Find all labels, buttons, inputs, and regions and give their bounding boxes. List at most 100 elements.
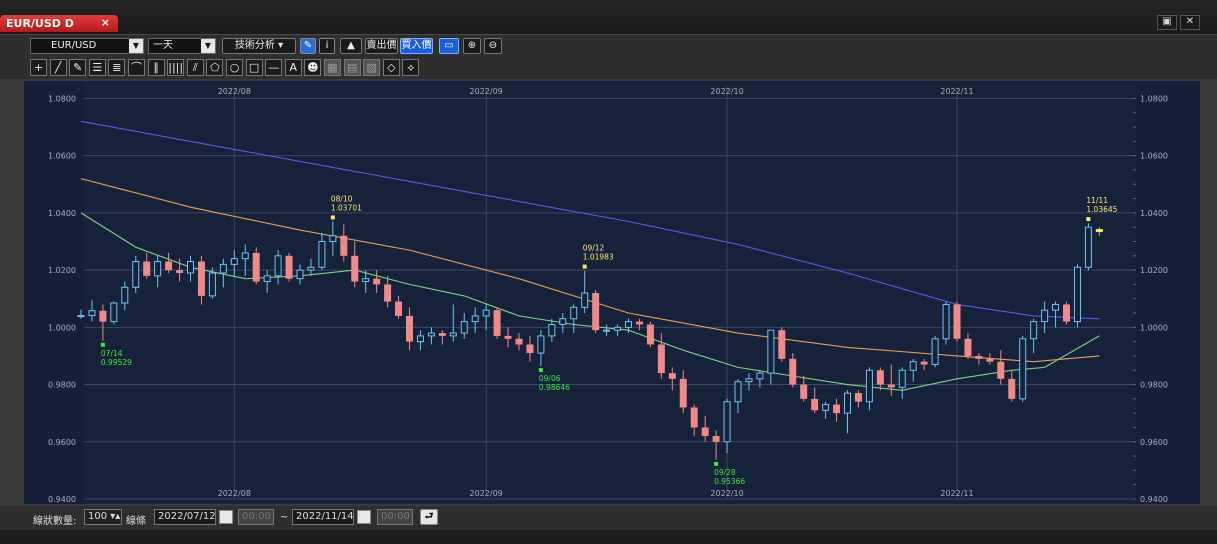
y-tick-label-left: 0.9800 [48,381,76,390]
close-window-icon[interactable]: ✕ [1180,15,1200,30]
drawing-tool-2[interactable]: ✎ [69,59,87,76]
restore-window-icon[interactable]: ▣ [1157,15,1177,30]
y-tick-label-left: 0.9400 [48,495,76,504]
y-tick-label-left: 1.0800 [48,94,76,103]
extreme-value-label: 0.98646 [539,383,570,392]
symbol-select[interactable]: EUR/USD ▼ [30,38,144,54]
candle-body-down [646,324,654,345]
current-price-candle [1095,229,1103,233]
candle-body-down [340,235,348,256]
candle-body-up [263,275,271,283]
buy-price-button[interactable]: 買入價 [400,38,433,54]
candle-body-up [745,378,753,383]
candle-body-up [1073,266,1081,323]
extreme-marker [714,461,719,466]
candle-body-down [854,393,862,402]
y-tick-label-right: 1.0200 [1140,266,1168,275]
candle-body-up [1030,321,1038,340]
candle-body-down [975,355,983,359]
drawing-tool-8[interactable]: ⫽ [186,59,204,76]
candle-body-down [285,255,293,279]
candle-body-up [1041,309,1049,323]
candle-body-down [920,361,928,365]
tab-close-icon[interactable]: × [100,16,110,29]
apply-range-button[interactable]: ⮐ [420,509,438,525]
drawing-tool-16[interactable]: ▤ [343,59,361,76]
zoom-in-icon[interactable]: ⊕ [463,38,481,54]
candle-body-up [537,335,545,354]
drawing-tool-11[interactable]: □ [245,59,263,76]
plot-background [84,81,1136,504]
candle-body-up [581,292,589,308]
x-tick-label-top: 2022/09 [470,87,503,96]
zoom-out-icon[interactable]: ⊖ [484,38,502,54]
candle-body-down [690,407,698,428]
y-tick-label-left: 1.0400 [48,209,76,218]
candle-body-down [712,436,720,442]
y-tick-label-left: 0.9600 [48,438,76,447]
info-icon[interactable]: i [319,38,335,54]
candle-body-down [252,252,260,282]
start-date-field[interactable]: 2022/07/12 [154,509,216,525]
candle-body-down [165,261,173,271]
pencil-icon[interactable]: ✎ [300,38,316,54]
candle-body-up [154,261,162,277]
calendar-icon[interactable] [357,510,371,524]
drawing-tool-0[interactable]: + [30,59,47,76]
drawing-tool-12[interactable]: — [265,59,283,76]
sell-price-button[interactable]: 賣出價 [365,38,398,54]
area-chart-icon[interactable]: ▲ [340,38,362,54]
chart-area[interactable]: 1.0800 1.0800 1.0600 1.0600 1.0400 1.0400 1.02… [24,81,1200,504]
candle-body-up [603,329,611,332]
extreme-date-label: 09/12 [583,244,605,253]
drawing-tool-13[interactable]: A [284,59,302,76]
drawing-tool-4[interactable]: ≣ [108,59,126,76]
drawing-tool-15[interactable]: ▦ [324,59,341,76]
candle-body-down [997,361,1005,379]
drawing-tool-5[interactable]: ⌒ [128,59,145,76]
drawing-tool-1[interactable]: ╱ [49,59,67,76]
candle-body-up [942,303,950,340]
end-date-field[interactable]: 2022/11/14 [292,509,354,525]
drawing-tool-18[interactable]: ◇ [382,59,400,76]
window-titlebar: EUR/USD D × ▣ ✕ [0,0,1217,34]
candle-body-up [767,329,775,374]
candle-body-up [132,261,140,288]
bar-count-value: 100 [88,511,108,522]
candle-body-down [876,370,884,385]
candle-body-up [121,286,129,304]
drawing-tool-14[interactable]: ☻ [304,59,322,76]
candle-body-up [416,335,424,343]
drawing-tool-6[interactable]: ∥ [147,59,165,76]
drawing-tool-3[interactable]: ☰ [88,59,106,76]
screenshot-icon[interactable]: ▭ [439,38,459,54]
candle-body-down [515,338,523,345]
period-select[interactable]: 一天 ▼ [148,38,216,54]
chevron-down-icon: ▼ [129,39,143,53]
candle-body-up [1084,226,1092,268]
candle-body-up [898,369,906,388]
calendar-icon[interactable] [219,510,233,524]
candlestick-chart[interactable]: 1.0800 1.0800 1.0600 1.0600 1.0400 1.0400 1.02… [24,81,1200,504]
extreme-marker [100,342,105,347]
bar-count-stepper[interactable]: 100 ▾▴ [84,509,122,525]
technical-analysis-button[interactable]: 技術分析 ▾ [222,38,296,54]
extreme-value-label: 0.99529 [101,358,132,367]
drawing-tool-10[interactable]: ○ [226,59,243,76]
y-tick-label-right: 0.9400 [1140,495,1168,504]
candle-body-up [449,332,457,337]
candle-body-down [789,358,797,385]
drawing-tool-9[interactable]: ⬠ [206,59,224,76]
candle-body-down [657,344,665,374]
chart-tab[interactable]: EUR/USD D × [0,15,118,32]
drawing-tool-7[interactable]: |||| [167,59,185,76]
extreme-value-label: 1.03645 [1086,205,1117,214]
extreme-value-label: 1.01983 [583,253,614,262]
x-tick-label-bottom: 2022/09 [470,489,503,498]
candle-body-up [230,258,238,265]
drawing-tool-17[interactable]: ▧ [363,59,381,76]
candle-body-up [88,310,96,317]
drawing-tool-19[interactable]: ⟡ [402,59,420,76]
bar-count-label: 線狀數量: [33,516,77,527]
